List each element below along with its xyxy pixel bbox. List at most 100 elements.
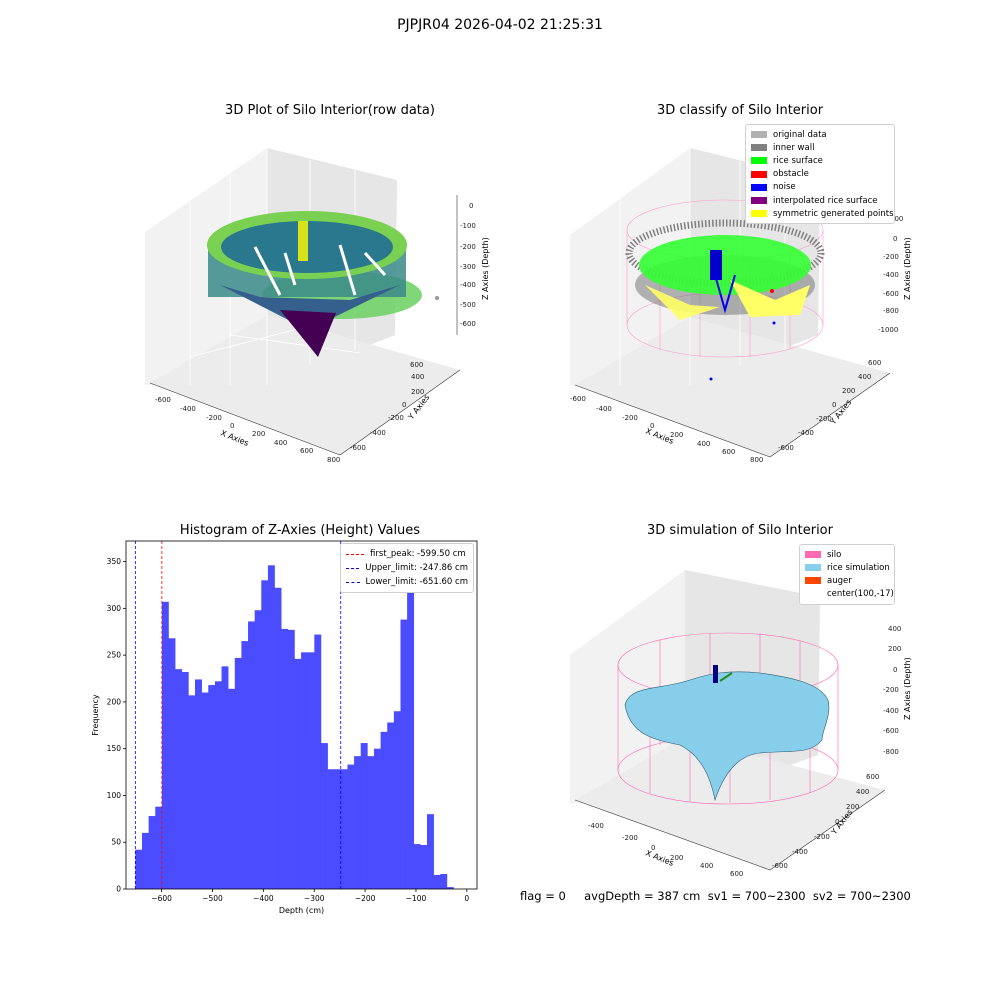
histogram-bar bbox=[141, 832, 149, 889]
y-tick-label: 300 bbox=[107, 604, 122, 613]
histogram-bar bbox=[274, 587, 282, 889]
plot2-xtick: -400 bbox=[596, 405, 612, 413]
legend-label: Upper_limit: -247.86 cm bbox=[365, 563, 468, 573]
histogram-bar bbox=[320, 743, 328, 889]
x-tick-label: −200 bbox=[355, 894, 376, 903]
histogram-bar bbox=[287, 629, 295, 889]
plot1-title: 3D Plot of Silo Interior(row data) bbox=[225, 103, 435, 118]
plot2-xtick: 200 bbox=[670, 431, 683, 439]
plot1-x-axis bbox=[149, 382, 341, 456]
histogram-legend: first_peak: -599.50 cm Upper_limit: -247.… bbox=[340, 543, 474, 593]
plot1-ytick: 200 bbox=[411, 388, 424, 396]
plot2-symmetric-points bbox=[645, 285, 720, 320]
plot4-xtick: 600 bbox=[730, 870, 743, 878]
figure-title: PJPJR04 2026-04-02 21:25:31 bbox=[397, 17, 603, 33]
y-tick-label: 50 bbox=[111, 838, 121, 847]
plot1-zlabel: Z Axies (Depth) bbox=[481, 237, 490, 300]
histogram-title: Histogram of Z-Axies (Height) Values bbox=[179, 523, 421, 538]
plot4-ztick: -400 bbox=[883, 707, 899, 715]
legend-swatch bbox=[751, 144, 767, 152]
histogram-bar bbox=[314, 634, 322, 889]
y-tick-label: 150 bbox=[107, 744, 122, 753]
legend-label: auger bbox=[827, 575, 852, 586]
legend-swatch bbox=[751, 157, 767, 165]
plot4-ytick: 600 bbox=[866, 773, 879, 781]
legend-swatch bbox=[751, 170, 767, 178]
plot4-ztick: -800 bbox=[883, 748, 899, 756]
plot4-ytick: -400 bbox=[792, 848, 808, 856]
legend-line-swatch bbox=[346, 581, 360, 583]
y-tick-label: 100 bbox=[107, 791, 122, 800]
plot1-ztick: -100 bbox=[460, 222, 476, 230]
y-tick-label: 350 bbox=[107, 557, 122, 566]
plot4-xtick: -400 bbox=[588, 822, 604, 830]
plot4-xtick: 200 bbox=[670, 854, 683, 862]
histogram-bar bbox=[254, 610, 262, 889]
histogram-bar bbox=[135, 849, 143, 889]
histogram-bar bbox=[175, 669, 183, 889]
plot1-peak bbox=[298, 221, 308, 261]
legend-label: obstacle bbox=[773, 169, 809, 180]
plot4-ztick: 200 bbox=[888, 645, 901, 653]
x-tick-label: −100 bbox=[406, 894, 427, 903]
legend-swatch bbox=[805, 564, 821, 572]
legend-line-swatch bbox=[346, 553, 364, 555]
histogram-bar bbox=[188, 695, 196, 889]
plot4-ytick: 0 bbox=[835, 818, 839, 826]
legend-swatch bbox=[805, 551, 821, 559]
histogram-bar bbox=[168, 638, 176, 889]
plot4-ytick: 400 bbox=[856, 788, 869, 796]
legend-label: inner wall bbox=[773, 142, 815, 153]
plot2-ytick: 0 bbox=[832, 401, 836, 409]
x-tick-label: 0 bbox=[464, 894, 469, 903]
plot2-xtick: -200 bbox=[622, 414, 638, 422]
histogram-bar bbox=[241, 641, 249, 889]
plot2-xlabel: X Axies bbox=[644, 427, 675, 446]
plot1-gaps bbox=[253, 244, 387, 296]
legend-label: center(100,-17) bbox=[827, 589, 894, 600]
plot2-xtick: -600 bbox=[570, 395, 586, 403]
plot4-ytick: -600 bbox=[772, 862, 788, 870]
legend-entry: rice surface bbox=[751, 154, 889, 167]
plot4-x-axis bbox=[574, 799, 771, 871]
plot1-xtick: 200 bbox=[252, 430, 265, 438]
plot1-ytick: 400 bbox=[411, 373, 424, 381]
plot2-floor-pane bbox=[575, 317, 890, 457]
plot1-ztick: -600 bbox=[460, 320, 476, 328]
legend-line-swatch bbox=[346, 567, 360, 569]
histogram-bar bbox=[248, 621, 255, 889]
plot2-ytick: 200 bbox=[842, 387, 855, 395]
plot2-ytick: -600 bbox=[778, 444, 794, 452]
histogram-chart: −600 −500 −400 −300 −200 −100 0 0 50 100 150 200 25… bbox=[91, 540, 478, 915]
plot1-xtick: -400 bbox=[180, 405, 196, 413]
x-tick-label: −400 bbox=[253, 894, 274, 903]
legend-entry: rice simulation bbox=[805, 561, 890, 574]
plot2-noise bbox=[714, 274, 736, 314]
plot1-xtick: 0 bbox=[230, 422, 234, 430]
histogram-bar bbox=[367, 756, 375, 889]
legend-label: original data bbox=[773, 129, 827, 140]
histogram-bar bbox=[261, 580, 269, 889]
legend-swatch bbox=[751, 183, 767, 191]
plot1-xlabel: X Axies bbox=[219, 429, 250, 448]
plot1-ztick: -400 bbox=[460, 281, 476, 289]
plot4-3d-chart: -400 -200 0 200 400 600 -600 -400 -200 0… bbox=[570, 570, 912, 878]
plot2-zlabel: Z Axies (Depth) bbox=[903, 237, 912, 300]
plot1-floor-pane bbox=[150, 315, 460, 455]
plot1-ytick: -400 bbox=[370, 429, 386, 437]
plot2-rice-surface bbox=[639, 235, 811, 295]
plot4-xtick: 400 bbox=[700, 862, 713, 870]
y-tick-label: 200 bbox=[107, 697, 122, 706]
plot2-xtick: 400 bbox=[697, 440, 710, 448]
histogram-bar bbox=[201, 692, 209, 889]
plot4-floor-pane bbox=[575, 737, 885, 870]
legend-label: silo bbox=[827, 549, 842, 560]
histogram-bar bbox=[373, 748, 381, 889]
legend-label: noise bbox=[773, 182, 796, 193]
plot2-ztick: -800 bbox=[883, 307, 899, 315]
legend-entry: obstacle bbox=[751, 168, 889, 181]
plot2-xtick: 600 bbox=[722, 448, 735, 456]
legend-label: symmetric generated points bbox=[773, 208, 894, 219]
histogram-bar bbox=[427, 814, 434, 889]
plot1-xtick: 600 bbox=[300, 447, 313, 455]
